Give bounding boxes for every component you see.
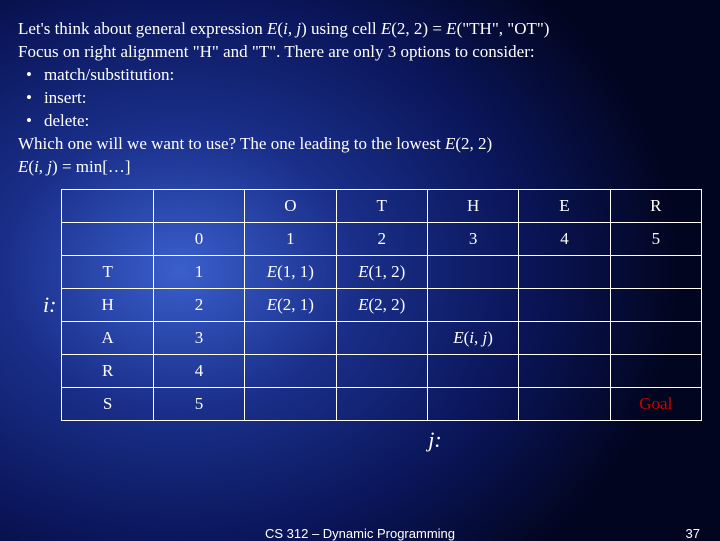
row-idx: 4: [153, 354, 244, 387]
table-row: O T H E R: [62, 189, 702, 222]
line4: E(i, j) = min[…]: [18, 156, 702, 179]
t: ) = min[…]: [52, 157, 131, 176]
table-row: H 2 E(2, 1) E(2, 2): [62, 288, 702, 321]
t: E: [445, 134, 455, 153]
dp-table: O T H E R 0 1 2 3 4 5 T 1 E(1, 1) E(1, 2…: [61, 189, 702, 421]
line2: Focus on right alignment "H" and "T". Th…: [18, 41, 702, 64]
bullet-match: match/substitution:: [26, 64, 702, 87]
line1: Let's think about general expression E(i…: [18, 18, 702, 41]
cell: [519, 387, 610, 420]
table-row: R 4: [62, 354, 702, 387]
t: E: [446, 19, 456, 38]
body-text: Let's think about general expression E(i…: [18, 18, 702, 179]
t: E: [18, 157, 28, 176]
t: ) using cell: [301, 19, 381, 38]
row-label: A: [62, 321, 153, 354]
row-idx: 3: [153, 321, 244, 354]
col-header: T: [336, 189, 427, 222]
t: E: [267, 19, 277, 38]
cell-empty: [62, 189, 153, 222]
t: (2, 2): [455, 134, 492, 153]
idx-cell: 2: [336, 222, 427, 255]
cell: [519, 255, 610, 288]
t: (2, 2) =: [391, 19, 446, 38]
goal-cell: Goal: [610, 387, 701, 420]
dp-table-wrap: i: O T H E R 0 1 2 3 4 5 T 1: [18, 189, 702, 421]
cell: [610, 321, 701, 354]
cell: E(i, j): [427, 321, 518, 354]
col-header: R: [610, 189, 701, 222]
table-row: A 3 E(i, j): [62, 321, 702, 354]
t: Let's think about general expression: [18, 19, 267, 38]
cell: [427, 255, 518, 288]
cell: [427, 354, 518, 387]
cell: [610, 255, 701, 288]
cell-empty: [153, 189, 244, 222]
row-label: S: [62, 387, 153, 420]
bullet-delete: delete:: [26, 110, 702, 133]
cell: [336, 321, 427, 354]
cell: [245, 321, 336, 354]
cell: E(1, 2): [336, 255, 427, 288]
idx-cell: 3: [427, 222, 518, 255]
table-row: T 1 E(1, 1) E(1, 2): [62, 255, 702, 288]
slide-content: Let's think about general expression E(i…: [0, 0, 720, 453]
cell: [519, 354, 610, 387]
col-header: O: [245, 189, 336, 222]
t: ("TH", "OT"): [457, 19, 550, 38]
row-idx: 1: [153, 255, 244, 288]
t: E: [381, 19, 391, 38]
options-list: match/substitution: insert: delete:: [18, 64, 702, 133]
cell: E(2, 1): [245, 288, 336, 321]
row-label: H: [62, 288, 153, 321]
row-idx: 5: [153, 387, 244, 420]
cell: [427, 387, 518, 420]
cell: [245, 354, 336, 387]
cell: [245, 387, 336, 420]
cell: [336, 354, 427, 387]
cell: [336, 387, 427, 420]
cell: E(2, 2): [336, 288, 427, 321]
cell: [427, 288, 518, 321]
col-header: H: [427, 189, 518, 222]
table-row: S 5 Goal: [62, 387, 702, 420]
axis-j-label: j:: [168, 427, 702, 453]
axis-i-label: i:: [38, 292, 61, 318]
bullet-insert: insert:: [26, 87, 702, 110]
row-label: T: [62, 255, 153, 288]
cell: [519, 288, 610, 321]
cell-empty: [62, 222, 153, 255]
idx-cell: 5: [610, 222, 701, 255]
row-label: R: [62, 354, 153, 387]
col-header: E: [519, 189, 610, 222]
page-number: 37: [686, 526, 700, 541]
idx-cell: 1: [245, 222, 336, 255]
cell: E(1, 1): [245, 255, 336, 288]
cell: [519, 321, 610, 354]
line3: Which one will we want to use? The one l…: [18, 133, 702, 156]
table-row: 0 1 2 3 4 5: [62, 222, 702, 255]
footer-course: CS 312 – Dynamic Programming: [265, 526, 455, 541]
cell: [610, 288, 701, 321]
cell: [610, 354, 701, 387]
idx-cell: 4: [519, 222, 610, 255]
idx-cell: 0: [153, 222, 244, 255]
row-idx: 2: [153, 288, 244, 321]
t: Which one will we want to use? The one l…: [18, 134, 445, 153]
